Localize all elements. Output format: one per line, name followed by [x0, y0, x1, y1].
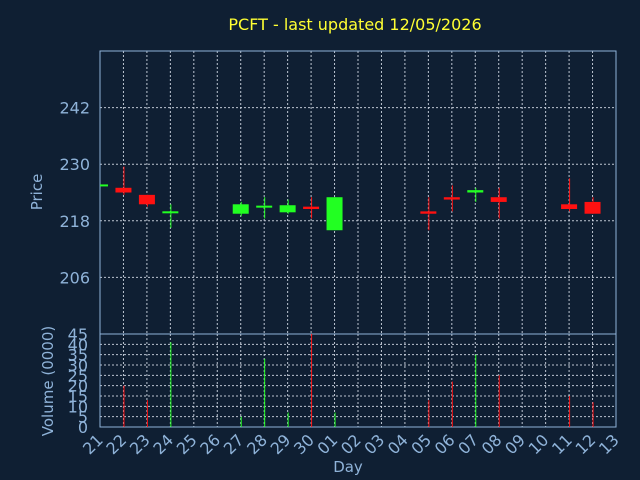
candle-body: [232, 204, 249, 214]
price-tick-label: 230: [59, 155, 90, 174]
volume-panel-frame: [99, 333, 617, 428]
candle-body: [256, 205, 273, 208]
candle-body: [561, 204, 578, 210]
candle-body: [443, 197, 460, 200]
price-tick-label: 206: [59, 268, 90, 287]
volume-tick-label: 20: [68, 377, 88, 396]
volume-tick-label: 0: [78, 418, 88, 437]
volume-tick-label: 30: [68, 356, 88, 375]
candle-body: [115, 187, 132, 193]
x-tick-label: 13: [595, 430, 623, 458]
volume-tick-label: 10: [68, 397, 88, 416]
candle-body: [138, 194, 155, 205]
price-tick-label: 242: [59, 99, 90, 118]
price-axis-label: Price: [28, 174, 46, 211]
volume-tick-label: 5: [78, 408, 88, 427]
candle-body: [420, 211, 437, 214]
volume-tick-label: 35: [68, 346, 88, 365]
candle-body: [584, 201, 601, 214]
volume-bars: [123, 334, 594, 427]
candle-body: [162, 211, 179, 214]
candle-body: [467, 190, 484, 193]
volume-tick-label: 40: [68, 335, 88, 354]
volume-tick-label: 15: [68, 387, 88, 406]
candles: [100, 166, 601, 231]
volume-grid: [100, 334, 616, 427]
x-axis-label: Day: [333, 458, 363, 476]
volume-tick-label: 45: [68, 325, 88, 344]
price-tick-labels: 242 230 218 206: [59, 99, 90, 288]
price-grid: [100, 51, 616, 334]
price-tick-label: 218: [59, 212, 90, 231]
volume-tick-label: 25: [68, 366, 88, 385]
candle-body: [303, 206, 320, 210]
candle-body: [100, 184, 108, 187]
candle-body: [326, 197, 343, 231]
candle-body: [490, 197, 507, 202]
x-tick-labels: 2122232425262728293001020304050607080910…: [79, 430, 623, 458]
candle-body: [279, 205, 296, 213]
chart-title: PCFT - last updated 12/05/2026: [228, 15, 481, 34]
volume-axis-label: Volume (0000): [39, 326, 57, 436]
